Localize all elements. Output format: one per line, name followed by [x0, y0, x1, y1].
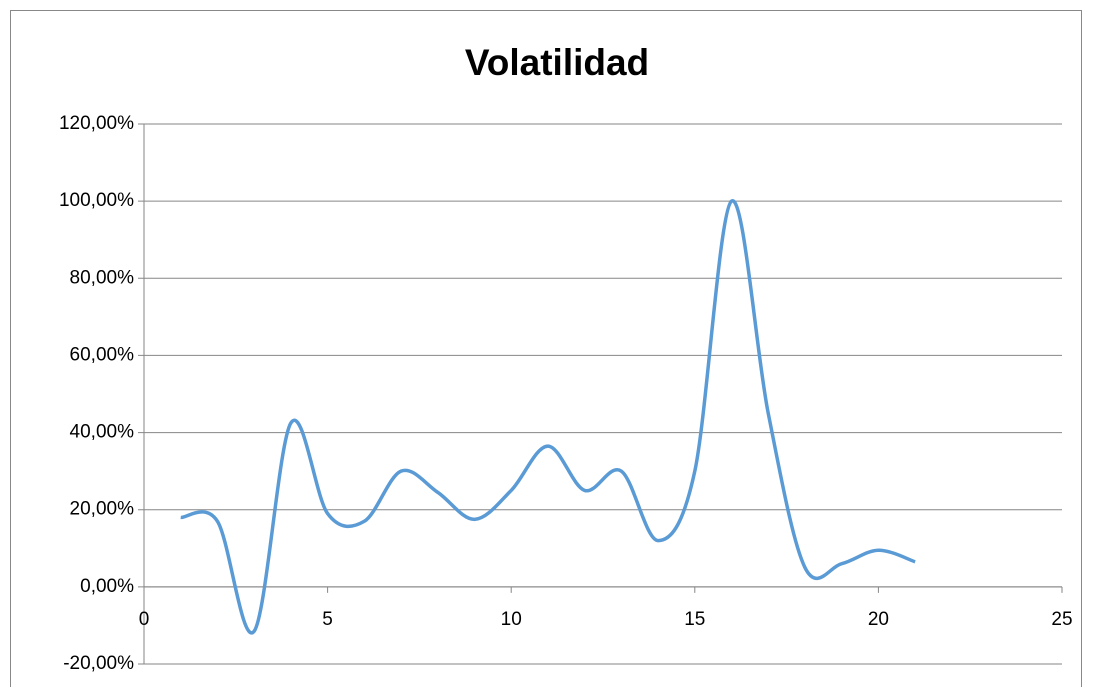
series-line [180, 199, 916, 635]
x-tick-label: 15 [684, 609, 705, 630]
chart-border [10, 10, 1082, 687]
x-tick-label: 0 [139, 609, 150, 630]
y-tick-label: 20,00% [70, 499, 135, 520]
x-tick-label: 20 [868, 609, 889, 630]
chart-title: Volatilidad [465, 42, 649, 83]
y-tick-label: 60,00% [70, 344, 135, 365]
x-tick-label: 5 [322, 609, 333, 630]
x-tick-label: 25 [1051, 609, 1072, 630]
y-tick-label: 100,00% [59, 190, 134, 211]
y-tick-label: 40,00% [70, 422, 135, 443]
y-tick-label: 0,00% [80, 576, 134, 597]
y-tick-label: -20,00% [63, 653, 134, 674]
y-tick-label: 120,00% [59, 113, 134, 134]
x-tick-label: 10 [501, 609, 522, 630]
y-tick-label: 80,00% [70, 267, 135, 288]
